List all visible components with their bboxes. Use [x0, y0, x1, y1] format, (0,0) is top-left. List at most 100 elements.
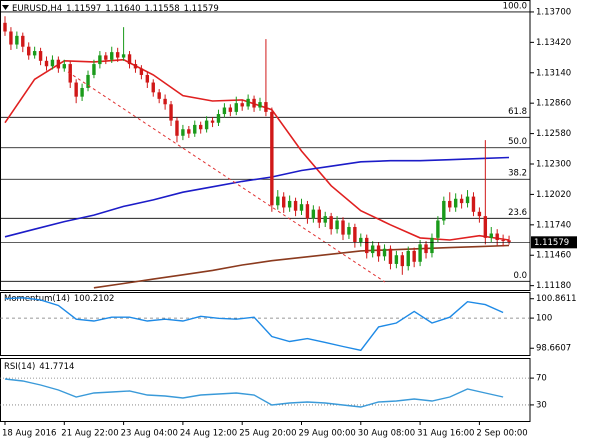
momentum-header: Momentum(14) 100.2102 — [4, 294, 114, 304]
x-tick-label: 23 Aug 04:00 — [121, 429, 178, 439]
candle-body — [477, 211, 482, 217]
candle-body — [442, 200, 446, 221]
y-tick-label: 1.11180 — [536, 281, 571, 291]
candle-body — [311, 209, 316, 219]
candle-body — [246, 98, 250, 107]
y-tick-label: 30 — [536, 400, 547, 410]
candle-body — [56, 59, 61, 69]
candle-body — [121, 54, 126, 58]
moving-average — [93, 244, 510, 289]
rsi-header: RSI(14) 41.7714 — [4, 362, 74, 372]
candle-body — [501, 240, 505, 242]
indicator-line — [4, 297, 504, 352]
y-tick-label: 70 — [536, 374, 547, 384]
candle-body — [240, 103, 244, 107]
candle-body — [80, 87, 84, 97]
panel-frame — [0, 0, 531, 291]
close-label: 1.11579 — [184, 4, 219, 14]
candle-body — [157, 92, 161, 99]
rsi-title: RSI(14) — [4, 362, 35, 372]
candle-body — [62, 64, 66, 69]
x-tick-label: 31 Aug 16:00 — [417, 429, 474, 439]
header: EURUSD,H4 1.11597 1.11640 1.11558 1.11579 — [12, 4, 219, 14]
candle-body — [193, 124, 197, 134]
candle-body — [436, 220, 440, 238]
candle-body — [465, 196, 470, 204]
y-tick-label: 1.12300 — [536, 160, 571, 170]
moving-average — [4, 58, 510, 241]
y-tick-label: 1.12580 — [536, 129, 571, 139]
x-tick-label: 18 Aug 2016 — [2, 429, 56, 439]
candle-body — [151, 82, 155, 93]
symbol: EURUSD,H4 — [12, 4, 62, 14]
candle-body — [133, 64, 138, 69]
momentum-current: 100.2102 — [74, 294, 115, 304]
candle-body — [252, 98, 256, 108]
price-box — [531, 236, 577, 249]
candle-body — [258, 102, 262, 108]
y-tick-label: 1.13420 — [536, 38, 571, 48]
candle-body — [270, 111, 274, 206]
candle-body — [471, 196, 476, 212]
candle-body — [335, 220, 339, 230]
candle-body — [276, 196, 280, 206]
candle-body — [187, 129, 191, 134]
high-label: 1.11640 — [105, 4, 140, 14]
candle-body — [359, 237, 363, 243]
candle-body — [181, 129, 185, 136]
candle-body — [86, 74, 90, 88]
candle-body — [287, 200, 292, 208]
y-tick-label: 1.12860 — [536, 99, 571, 109]
x-tick-label: 21 Aug 22:00 — [61, 429, 118, 439]
candle-body — [424, 244, 428, 254]
low-label: 1.11558 — [144, 4, 179, 14]
y-tick-label: 1.13140 — [536, 68, 571, 78]
candle-body — [453, 198, 458, 208]
price-panel — [0, 11, 530, 289]
candle-body — [329, 216, 333, 230]
y-tick-label: 1.11460 — [536, 251, 571, 261]
candle-body — [323, 216, 327, 223]
candle-body — [418, 244, 422, 262]
panel-frame — [0, 358, 531, 422]
candle-body — [145, 74, 150, 83]
candle-body — [98, 55, 102, 65]
candle-body — [110, 52, 114, 60]
candle-body — [38, 51, 43, 61]
candle-body — [382, 248, 387, 257]
menu-arrow — [2, 5, 9, 10]
candle-body — [317, 209, 321, 223]
candle-body — [15, 35, 19, 45]
candle-body — [9, 31, 13, 45]
x-tick-label: 2 Sep 00:00 — [476, 429, 527, 439]
fib-label: 50.0 — [508, 137, 527, 147]
candle-body — [234, 103, 238, 112]
momentum-title: Momentum(14) — [4, 294, 70, 304]
candle-body — [341, 220, 345, 235]
candle-body — [3, 22, 7, 32]
candle-body — [50, 59, 55, 67]
fib-label: 100.0 — [503, 1, 527, 11]
candle-body — [32, 51, 37, 56]
y-tick-label: 1.12020 — [536, 190, 571, 200]
fib-label: 61.8 — [508, 107, 527, 117]
x-tick-label: 29 Aug 00:00 — [299, 429, 356, 439]
candle-body — [282, 196, 286, 208]
candle-body — [430, 237, 434, 254]
candle-body — [92, 64, 96, 75]
candle-body — [104, 55, 108, 60]
x-tick-label: 30 Aug 08:00 — [358, 429, 415, 439]
moving-average — [4, 156, 510, 238]
candle-body — [228, 107, 233, 112]
candle-body — [448, 200, 452, 208]
candle-body — [169, 104, 173, 121]
candle-body — [353, 227, 357, 243]
y-tick-label: 100.8611 — [536, 294, 577, 304]
candle-body — [21, 35, 25, 47]
candle-body — [388, 248, 393, 264]
fib-label: 0.0 — [513, 271, 527, 281]
candle-body — [412, 250, 416, 262]
y-tick-label: 98.6607 — [536, 344, 571, 354]
